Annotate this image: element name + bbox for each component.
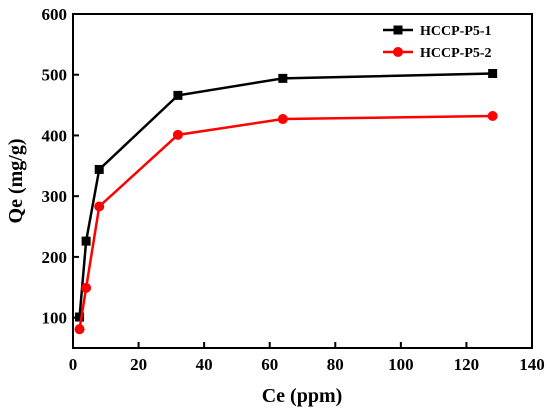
x-tick-label: 40 xyxy=(196,355,213,374)
data-point-series-2 xyxy=(277,114,288,125)
plot-frame xyxy=(72,13,533,349)
legend-label: HCCP-P5-1 xyxy=(420,24,492,39)
x-tick-label: 0 xyxy=(69,355,78,374)
y-tick-label: 100 xyxy=(42,309,68,328)
data-point-series-1 xyxy=(278,73,288,83)
legend: HCCP-P5-1 HCCP-P5-2 xyxy=(383,24,492,61)
y-axis-title: Qe (mg/g) xyxy=(5,139,27,224)
ticks-layer: 0 20 40 60 80 100 120 140 100 200 300 400 500 600 xyxy=(42,5,545,374)
y-tick-label: 200 xyxy=(42,248,68,267)
series-line-1 xyxy=(78,72,493,318)
data-point-series-2 xyxy=(74,324,85,335)
x-tick-label: 60 xyxy=(261,355,278,374)
data-point-series-1 xyxy=(488,69,498,79)
y-tick-label: 300 xyxy=(42,187,68,206)
data-point-series-1 xyxy=(75,312,85,322)
x-tick-label: 120 xyxy=(454,355,480,374)
data-point-series-2 xyxy=(94,201,105,212)
y-tick-label: 500 xyxy=(42,66,68,85)
x-tick-label: 20 xyxy=(130,355,147,374)
data-point-series-2 xyxy=(487,111,498,122)
series-layer xyxy=(74,69,498,335)
data-point-series-2 xyxy=(81,282,92,293)
x-tick-label: 140 xyxy=(519,355,545,374)
x-tick-label: 80 xyxy=(327,355,344,374)
legend-label: HCCP-P5-2 xyxy=(420,46,492,61)
data-point-series-1 xyxy=(94,164,104,174)
data-point-series-2 xyxy=(172,129,183,140)
x-tick-label: 100 xyxy=(388,355,414,374)
legend-marker xyxy=(393,25,403,35)
y-tick-label: 400 xyxy=(42,126,68,145)
data-point-series-1 xyxy=(81,236,91,246)
legend-marker xyxy=(393,47,403,57)
x-axis-title: Ce (ppm) xyxy=(262,385,343,407)
data-point-series-1 xyxy=(173,90,183,100)
y-tick-label: 600 xyxy=(42,5,68,24)
series-line-2 xyxy=(78,114,493,330)
